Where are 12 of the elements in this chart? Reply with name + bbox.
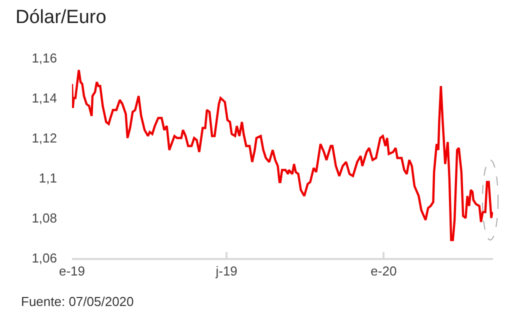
y-tick-label: 1,16 <box>32 50 57 66</box>
chart-title: Dólar/Euro <box>16 7 106 28</box>
y-tick-label: 1,06 <box>32 250 57 266</box>
x-tick-label: e-20 <box>370 264 397 279</box>
line-series <box>72 68 493 242</box>
source-note: Fuente: 07/05/2020 <box>21 294 134 309</box>
y-tick-label: 1,14 <box>32 90 57 106</box>
x-tick-label: e-19 <box>58 264 86 279</box>
y-tick-label: 1,1 <box>38 170 57 186</box>
y-tick-label: 1,08 <box>32 210 57 226</box>
y-tick-label: 1,12 <box>32 130 57 146</box>
x-tick-label: j-19 <box>214 264 238 279</box>
